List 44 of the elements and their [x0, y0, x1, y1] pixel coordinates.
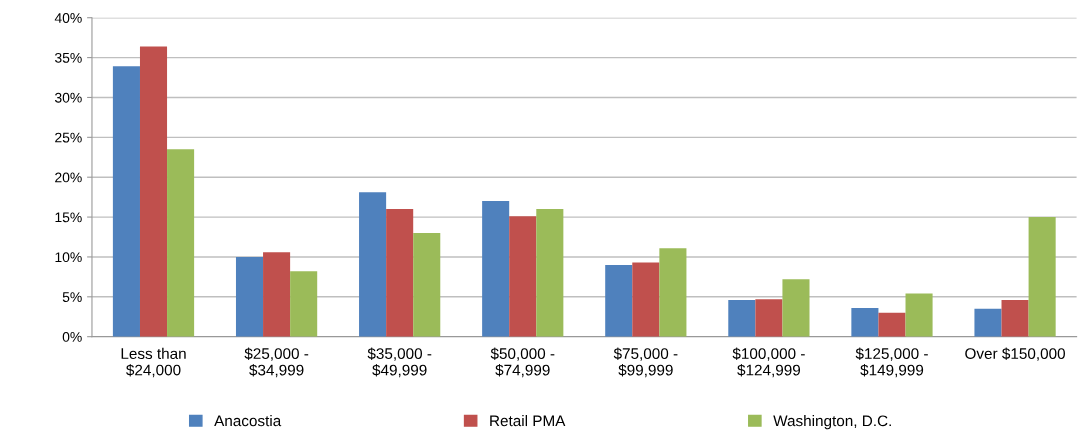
x-tick-label: $35,000 - $49,999 — [367, 347, 432, 378]
bar — [728, 300, 756, 337]
y-tick-label: 30% — [54, 92, 82, 103]
y-tick-label: 0% — [62, 332, 82, 342]
bar — [536, 209, 564, 337]
bar — [782, 279, 810, 337]
y-tick-label: 35% — [54, 52, 82, 63]
legend-label: Anacostia — [214, 415, 282, 427]
x-tick-label: $25,000 - $34,999 — [244, 347, 309, 378]
y-tick-label: 40% — [54, 13, 82, 23]
bar — [632, 262, 660, 337]
bar — [878, 312, 906, 337]
x-tick-label: Less than $24,000 — [121, 347, 186, 378]
y-tick-label: 15% — [55, 212, 82, 223]
bar — [112, 66, 140, 337]
bar — [167, 149, 195, 337]
y-tick-label: 20% — [55, 172, 82, 183]
bar — [974, 308, 1002, 337]
bar — [605, 264, 633, 337]
bar — [359, 192, 387, 337]
bar — [659, 248, 687, 337]
x-tick-label: $125,000 - $149,999 — [855, 347, 928, 378]
bar — [905, 293, 933, 337]
bar — [139, 46, 168, 337]
x-tick-label: Over $150,000 — [965, 347, 1065, 361]
x-tick-label: $75,000 - $99,999 — [613, 347, 678, 378]
y-tick-label: 5% — [62, 292, 82, 302]
bar — [290, 271, 318, 337]
x-tick-label: $100,000 - $124,999 — [732, 347, 805, 378]
bar — [413, 233, 441, 337]
bar — [509, 216, 537, 337]
legend-label: Washington, D.C. — [773, 415, 891, 430]
bar — [263, 252, 291, 337]
bar — [482, 201, 510, 337]
y-tick-label: 10% — [55, 252, 82, 263]
legend-label: Retail PMA — [490, 415, 566, 427]
bar — [386, 209, 414, 337]
bar — [851, 307, 879, 337]
y-tick-label: 25% — [55, 132, 82, 143]
bar — [1028, 217, 1056, 337]
bar — [755, 299, 783, 337]
bar — [235, 256, 264, 337]
bar — [1001, 300, 1029, 337]
x-tick-label: $50,000 - $74,999 — [490, 347, 555, 378]
